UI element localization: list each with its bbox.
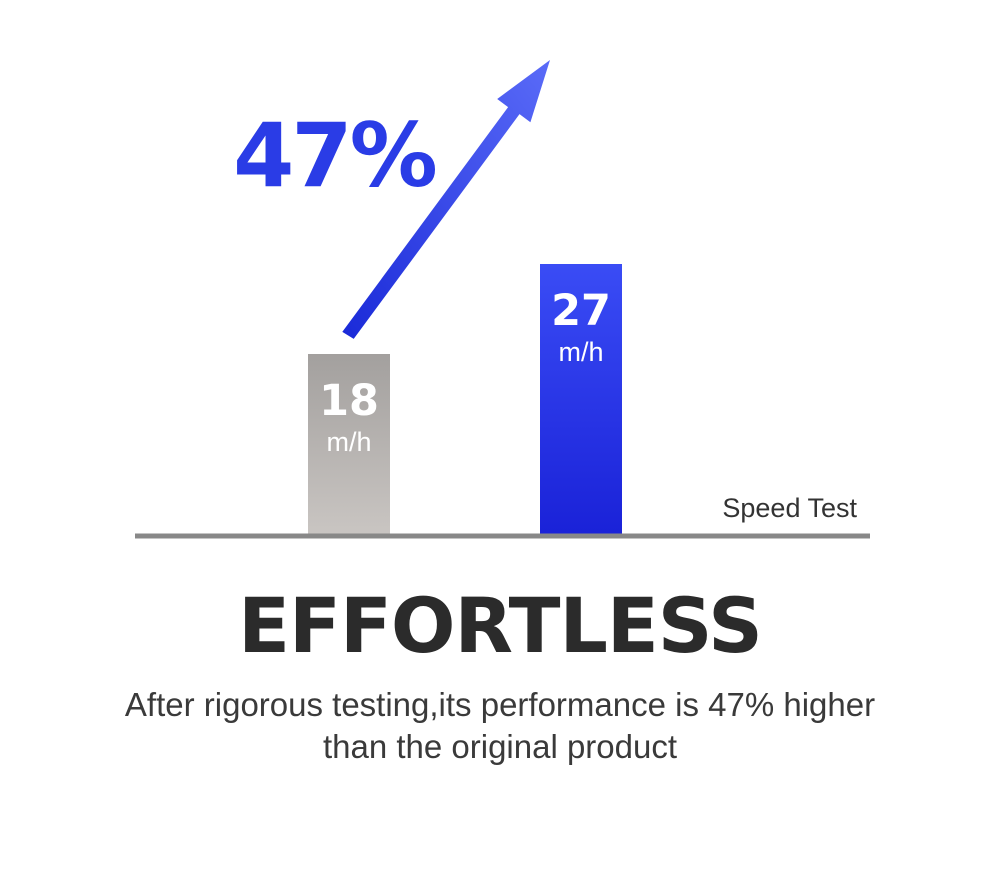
bar-1-unit-label: m/h [326, 427, 371, 457]
bar-2-value-label: 27 [551, 286, 611, 336]
growth-arrow [342, 60, 550, 339]
headline: EFFORTLESS [238, 581, 763, 670]
bar-1 [308, 354, 390, 534]
bar-2-unit-label: m/h [558, 337, 603, 367]
bar-1-value-label: 18 [319, 376, 379, 426]
percent-annotation: 47% [233, 104, 435, 207]
description: After rigorous testing,its performance i… [124, 686, 876, 765]
x-axis-label: Speed Test [722, 493, 857, 523]
bar-2 [540, 264, 622, 534]
